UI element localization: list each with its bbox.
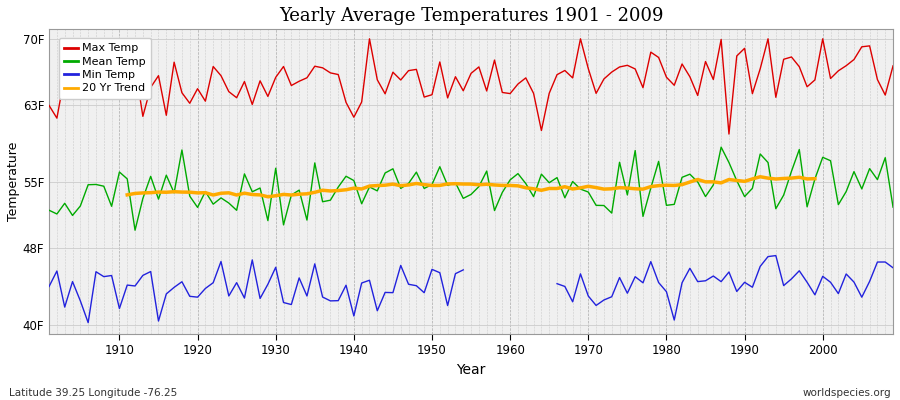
X-axis label: Year: Year	[456, 363, 486, 377]
Legend: Max Temp, Mean Temp, Min Temp, 20 Yr Trend: Max Temp, Mean Temp, Min Temp, 20 Yr Tre…	[58, 38, 151, 99]
Y-axis label: Temperature: Temperature	[7, 142, 20, 221]
Text: Latitude 39.25 Longitude -76.25: Latitude 39.25 Longitude -76.25	[9, 388, 177, 398]
Title: Yearly Average Temperatures 1901 - 2009: Yearly Average Temperatures 1901 - 2009	[279, 7, 663, 25]
Text: worldspecies.org: worldspecies.org	[803, 388, 891, 398]
